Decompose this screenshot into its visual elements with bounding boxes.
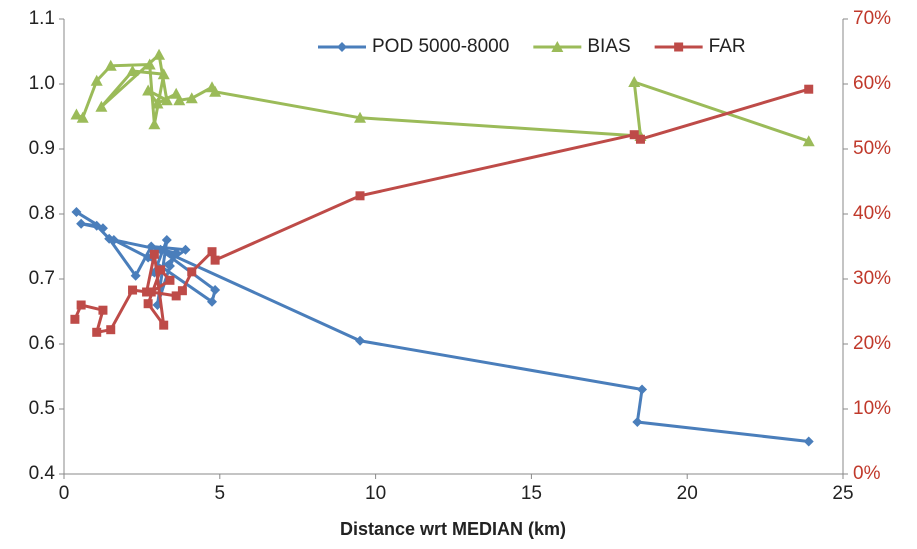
data-point	[207, 247, 217, 257]
legend-marker	[674, 42, 684, 52]
y-tick-label: 0.7	[29, 268, 55, 289]
data-point	[207, 296, 218, 307]
data-point	[354, 111, 367, 123]
y2-tick-label: 60%	[853, 73, 891, 94]
data-point	[130, 270, 141, 281]
x-tick-label: 5	[215, 483, 226, 504]
data-point	[173, 94, 186, 106]
data-point	[142, 84, 155, 96]
data-point	[628, 76, 641, 88]
y-tick-label: 0.5	[29, 398, 55, 419]
data-point	[92, 327, 102, 337]
data-point	[146, 287, 156, 297]
data-point	[164, 261, 175, 271]
legend-label: FAR	[709, 36, 746, 57]
data-point	[159, 320, 169, 330]
data-point	[108, 235, 119, 245]
data-point	[143, 299, 153, 309]
data-point	[802, 135, 815, 147]
data-point	[161, 235, 172, 245]
data-point	[165, 275, 175, 285]
data-point	[90, 74, 103, 86]
data-point	[106, 325, 116, 335]
data-point	[210, 285, 221, 296]
y2-tick-label: 0%	[853, 463, 881, 484]
data-point	[177, 286, 187, 296]
x-tick-label: 20	[677, 483, 698, 504]
data-point	[153, 48, 166, 60]
x-tick-label: 25	[832, 483, 853, 504]
legend-label: BIAS	[587, 36, 630, 57]
data-point	[76, 218, 87, 229]
data-point	[185, 92, 198, 104]
data-point	[637, 384, 648, 395]
y2-tick-label: 30%	[853, 268, 891, 289]
data-point	[91, 220, 102, 231]
data-point	[98, 305, 108, 315]
data-point	[209, 85, 222, 97]
y2-tick-label: 70%	[853, 8, 891, 29]
y-tick-label: 0.9	[29, 138, 55, 159]
data-point	[629, 130, 639, 140]
data-point	[146, 241, 157, 252]
data-point	[157, 68, 170, 80]
data-point	[187, 267, 197, 277]
y-tick-label: 0.6	[29, 333, 55, 354]
x-axis-label: Distance wrt MEDIAN (km)	[340, 519, 566, 539]
data-point	[148, 118, 161, 130]
data-point	[210, 255, 220, 265]
data-point	[76, 300, 86, 310]
data-point	[804, 84, 814, 94]
series-line	[75, 51, 810, 143]
y-tick-label: 0.4	[29, 463, 56, 484]
series-line	[73, 87, 810, 335]
data-point	[126, 65, 139, 76]
data-point	[171, 291, 181, 301]
data-point	[104, 59, 117, 71]
x-tick-label: 15	[521, 483, 542, 504]
data-point	[151, 97, 164, 109]
data-point	[76, 111, 89, 123]
data-point	[803, 436, 814, 447]
y2-tick-label: 50%	[853, 138, 891, 159]
data-point	[355, 335, 366, 346]
x-tick-label: 0	[59, 483, 70, 504]
data-point	[171, 248, 182, 258]
data-point	[160, 94, 173, 106]
data-point	[143, 58, 156, 70]
data-point	[355, 191, 365, 201]
data-point	[71, 207, 82, 218]
legend-label: POD 5000-8000	[372, 36, 509, 57]
x-tick-label: 10	[365, 483, 386, 504]
data-point	[128, 285, 138, 295]
data-point	[635, 134, 645, 144]
data-point	[180, 244, 191, 255]
y-tick-label: 0.8	[29, 203, 55, 224]
data-point	[156, 265, 166, 275]
y2-tick-label: 20%	[853, 333, 891, 354]
data-point	[70, 314, 80, 324]
data-point	[632, 417, 643, 427]
data-point	[70, 108, 83, 120]
y2-tick-label: 10%	[853, 398, 891, 419]
legend-marker	[337, 42, 347, 52]
data-point	[95, 100, 108, 112]
data-point	[149, 249, 159, 259]
y2-tick-label: 40%	[853, 203, 891, 224]
legend-marker	[551, 41, 564, 52]
y-tick-label: 1.1	[29, 8, 55, 29]
data-point	[142, 287, 152, 297]
y-tick-label: 1.0	[29, 73, 55, 94]
